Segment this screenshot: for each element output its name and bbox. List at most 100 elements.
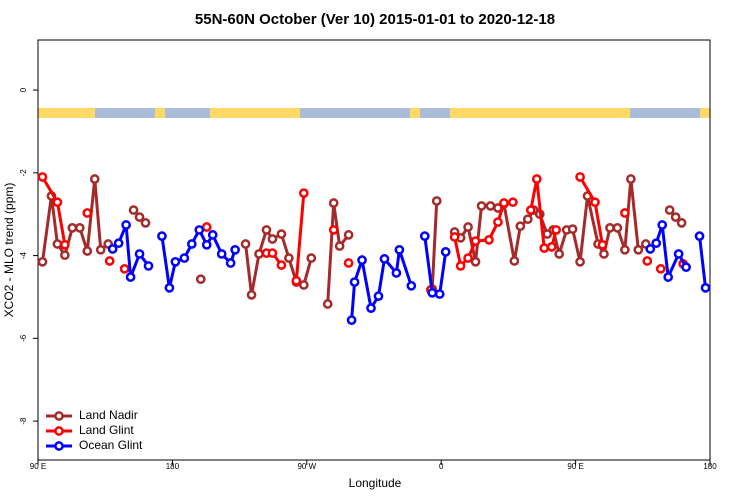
point: [620, 208, 630, 218]
point: [170, 256, 181, 267]
point: [216, 249, 227, 259]
point: [157, 231, 167, 241]
point: [522, 214, 533, 225]
point: [663, 272, 674, 282]
point: [121, 220, 131, 230]
point: [373, 291, 384, 301]
point: [531, 174, 542, 184]
point: [449, 232, 460, 242]
point: [52, 239, 63, 249]
point: [485, 201, 496, 211]
point: [493, 217, 503, 227]
point: [366, 303, 376, 313]
point: [431, 196, 442, 206]
point: [470, 236, 481, 246]
legend-label: Ocean Glint: [79, 438, 143, 452]
point: [298, 280, 309, 290]
point: [651, 238, 662, 249]
point: [476, 201, 487, 211]
point: [349, 277, 360, 287]
point: [291, 275, 302, 286]
point: [539, 243, 550, 253]
point: [597, 239, 608, 250]
y-tick-label: -6: [19, 334, 28, 342]
point: [575, 256, 585, 267]
point: [276, 229, 287, 239]
point: [225, 258, 236, 268]
legend-marker: [54, 411, 64, 421]
point: [406, 280, 417, 291]
point: [74, 223, 85, 233]
point: [60, 250, 70, 261]
point: [134, 249, 145, 259]
point: [391, 268, 402, 278]
series-line: [111, 224, 708, 321]
point: [463, 222, 473, 232]
ocean-strip: [420, 108, 450, 118]
point: [322, 299, 333, 309]
point: [508, 197, 518, 208]
y-tick-label: -8: [19, 417, 28, 425]
point: [82, 246, 93, 256]
point: [52, 197, 63, 208]
point: [575, 172, 585, 182]
point: [113, 238, 124, 249]
legend-marker: [54, 441, 64, 451]
point: [499, 198, 509, 208]
point: [89, 174, 100, 184]
point: [240, 239, 251, 249]
point: [633, 244, 644, 255]
ocean-strip: [300, 108, 410, 118]
legend-label: Land Nadir: [79, 408, 138, 422]
ocean-strip: [630, 108, 700, 118]
x-tick-label: 180: [703, 462, 717, 471]
point: [554, 249, 565, 259]
point: [515, 221, 526, 232]
point: [254, 249, 264, 259]
point: [546, 242, 557, 252]
point: [642, 256, 653, 266]
point: [681, 262, 691, 273]
point: [37, 172, 48, 182]
point: [261, 225, 272, 235]
point: [567, 224, 578, 234]
point: [343, 230, 354, 240]
y-tick-label: -2: [19, 169, 28, 177]
point: [673, 249, 684, 259]
point: [230, 244, 240, 255]
point: [645, 244, 656, 254]
point: [590, 197, 600, 208]
point: [201, 239, 212, 250]
point: [463, 253, 473, 263]
point: [267, 248, 278, 258]
point: [676, 218, 687, 228]
point: [276, 260, 287, 270]
land-mask-strip: [38, 108, 710, 118]
point: [620, 244, 630, 255]
x-tick-label: 90 W: [297, 462, 316, 471]
point: [186, 239, 197, 249]
legend-marker: [54, 426, 64, 436]
point: [346, 315, 357, 325]
point: [107, 244, 118, 254]
point: [119, 263, 130, 274]
point: [140, 218, 151, 228]
point: [440, 247, 451, 257]
point: [484, 235, 494, 245]
point: [664, 205, 675, 215]
point: [328, 198, 339, 208]
point: [67, 223, 78, 233]
point: [246, 290, 257, 300]
point: [455, 261, 466, 271]
point: [128, 205, 139, 215]
point: [60, 239, 70, 250]
point: [201, 222, 212, 232]
point: [104, 256, 115, 266]
point: [179, 253, 190, 263]
point: [298, 188, 309, 198]
point: [612, 223, 623, 233]
point: [134, 212, 145, 222]
x-tick-label: 180: [166, 462, 180, 471]
point: [700, 283, 711, 293]
plot-frame: [37, 39, 711, 461]
